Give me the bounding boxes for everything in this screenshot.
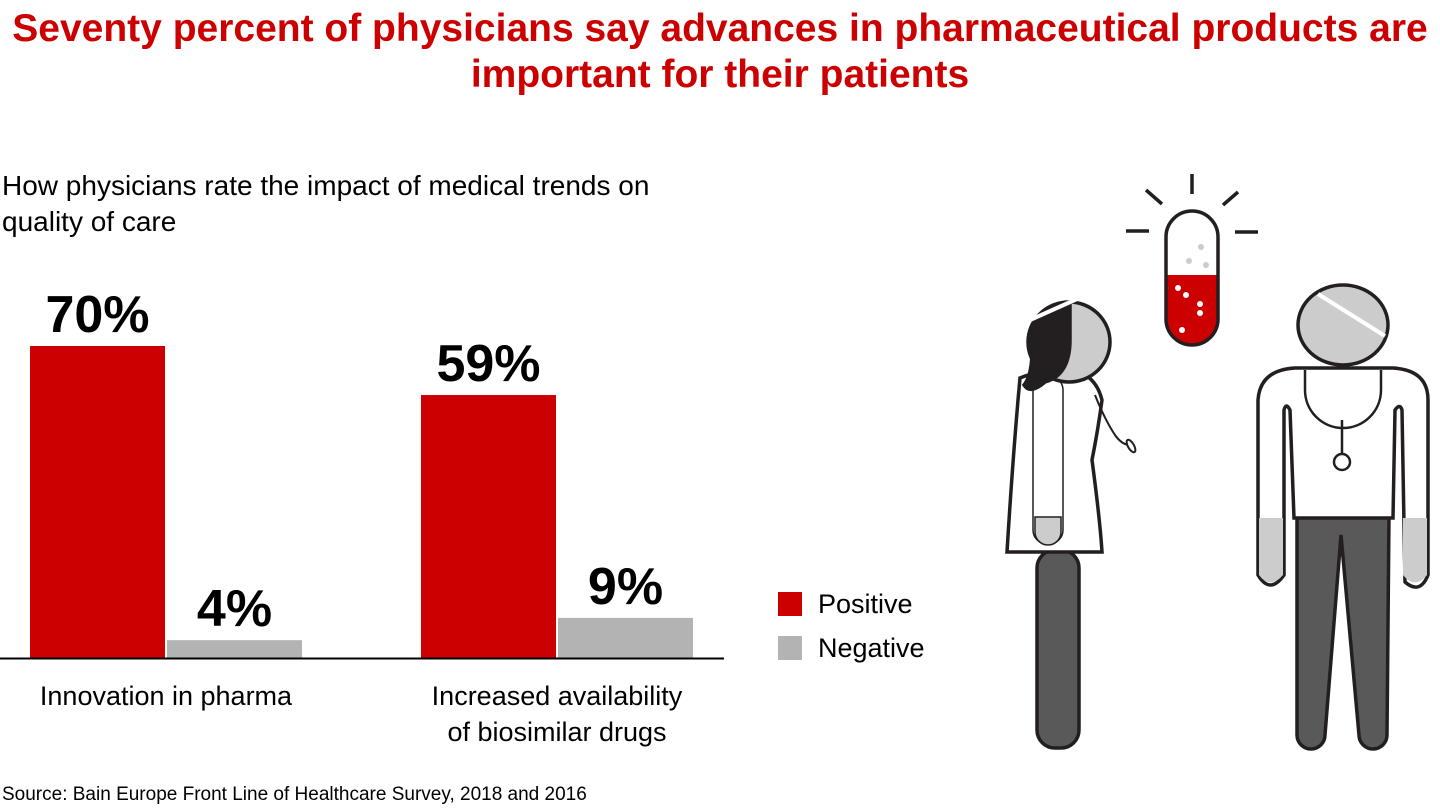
source-note: Source: Bain Europe Front Line of Health… <box>2 784 587 805</box>
category-label: of biosimilar drugs <box>447 717 666 747</box>
data-label: 59% <box>436 335 540 393</box>
legend-item-negative: Negative <box>778 626 925 670</box>
category-label: Innovation in pharma <box>40 681 293 711</box>
chart-subtitle: How physicians rate the impact of medica… <box>2 170 650 237</box>
bar-negative <box>167 640 302 658</box>
legend: Positive Negative <box>778 582 925 670</box>
bar-positive <box>30 346 165 658</box>
category-label: Increased availability <box>432 681 683 711</box>
legend-label-negative: Negative <box>818 632 925 663</box>
legend-label-positive: Positive <box>818 588 913 619</box>
page-title: Seventy percent of physicians say advanc… <box>12 7 1428 96</box>
data-label: 9% <box>588 558 663 616</box>
data-label: 4% <box>197 580 272 638</box>
legend-swatch-positive <box>778 592 802 616</box>
legend-item-positive: Positive <box>778 582 925 626</box>
bar-negative <box>558 617 693 658</box>
data-label: 70% <box>45 286 149 344</box>
legend-swatch-negative <box>778 636 802 660</box>
bar-positive <box>421 395 556 658</box>
